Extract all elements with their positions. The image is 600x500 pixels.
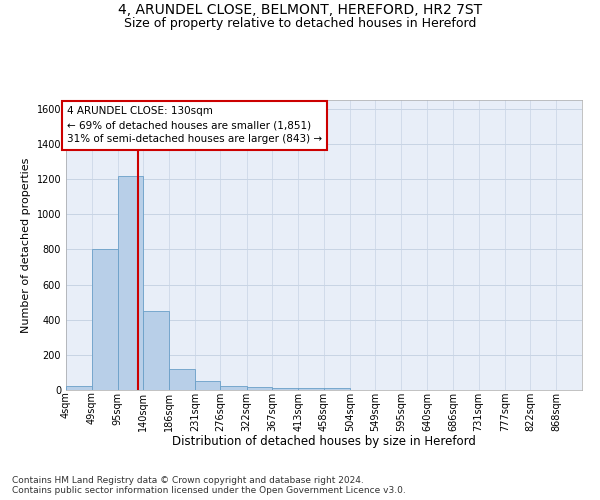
Bar (169, 369, 195, 390)
Text: Distribution of detached houses by size in Hereford: Distribution of detached houses by size … (172, 435, 476, 448)
Bar (143, 311, 169, 390)
Text: 4 ARUNDEL CLOSE: 130sqm
← 69% of detached houses are smaller (1,851)
31% of semi: 4 ARUNDEL CLOSE: 130sqm ← 69% of detache… (67, 106, 322, 144)
Bar (272, 388, 298, 390)
Text: 4, ARUNDEL CLOSE, BELMONT, HEREFORD, HR2 7ST: 4, ARUNDEL CLOSE, BELMONT, HEREFORD, HR2… (118, 2, 482, 16)
Y-axis label: Number of detached properties: Number of detached properties (21, 158, 31, 332)
Bar (118, 176, 143, 390)
Bar (195, 381, 220, 390)
Bar (298, 388, 324, 390)
Bar (324, 388, 350, 390)
Bar (92, 250, 118, 390)
Text: Size of property relative to detached houses in Hereford: Size of property relative to detached ho… (124, 18, 476, 30)
Text: Contains HM Land Registry data © Crown copyright and database right 2024.
Contai: Contains HM Land Registry data © Crown c… (12, 476, 406, 495)
Bar (247, 388, 272, 390)
Bar (220, 386, 247, 390)
Bar (66, 386, 92, 390)
